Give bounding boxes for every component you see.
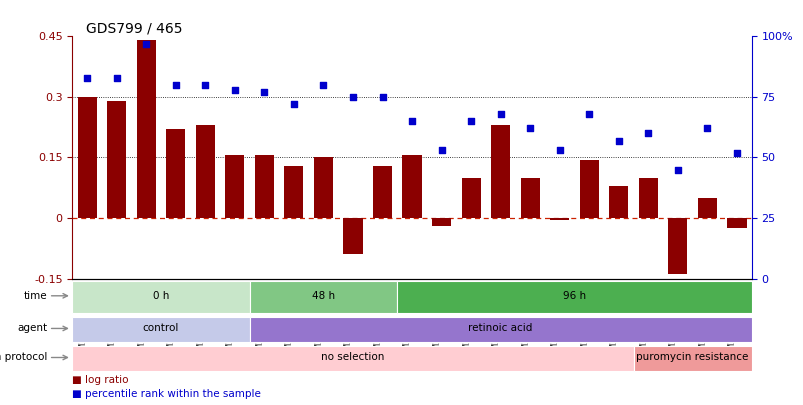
Text: GSM26008: GSM26008: [196, 318, 205, 359]
Text: no selection: no selection: [321, 352, 384, 362]
Text: 96 h: 96 h: [562, 291, 585, 301]
Bar: [667, 218, 687, 275]
Text: ■ log ratio: ■ log ratio: [72, 375, 128, 385]
Text: GSM26014: GSM26014: [373, 318, 382, 359]
Point: [228, 87, 241, 93]
Bar: [72, 281, 249, 313]
Point: [376, 94, 389, 100]
Text: GSM26023: GSM26023: [638, 318, 647, 359]
Point: [434, 147, 447, 153]
Point: [110, 75, 123, 81]
Bar: [225, 156, 244, 218]
Bar: [343, 218, 362, 254]
Bar: [638, 178, 657, 218]
Point: [169, 82, 182, 88]
Text: GSM26018: GSM26018: [491, 318, 500, 358]
Point: [494, 111, 507, 117]
Point: [80, 75, 93, 81]
Bar: [77, 97, 96, 218]
Text: ■ percentile rank within the sample: ■ percentile rank within the sample: [72, 389, 261, 399]
Bar: [397, 281, 751, 313]
Point: [287, 101, 300, 107]
Text: GSM25979: GSM25979: [108, 318, 116, 359]
Text: GSM26017: GSM26017: [462, 318, 471, 359]
Bar: [727, 218, 746, 228]
Point: [140, 40, 153, 47]
Bar: [373, 166, 392, 218]
Bar: [609, 186, 628, 218]
Text: 0 h: 0 h: [153, 291, 169, 301]
Bar: [72, 345, 633, 371]
Text: GSM26010: GSM26010: [255, 318, 264, 359]
Bar: [431, 218, 450, 226]
Bar: [402, 156, 421, 218]
Point: [582, 111, 595, 117]
Text: GSM26016: GSM26016: [432, 318, 441, 359]
Text: time: time: [23, 291, 47, 301]
Text: GSM26021: GSM26021: [580, 318, 589, 358]
Bar: [255, 156, 274, 218]
Text: GSM26007: GSM26007: [166, 318, 176, 359]
Text: GSM26015: GSM26015: [402, 318, 411, 359]
Text: GSM26019: GSM26019: [520, 318, 529, 359]
Point: [346, 94, 359, 100]
Bar: [137, 40, 156, 218]
Bar: [491, 125, 510, 218]
Point: [552, 147, 565, 153]
Bar: [195, 125, 214, 218]
Point: [730, 149, 743, 156]
Point: [198, 82, 211, 88]
Text: GSM26020: GSM26020: [550, 318, 559, 359]
Point: [671, 166, 683, 173]
Text: GSM25978: GSM25978: [78, 318, 87, 359]
Text: GSM26026: GSM26026: [727, 318, 736, 359]
Bar: [579, 160, 598, 218]
Text: GSM26009: GSM26009: [226, 318, 234, 359]
Text: GSM26013: GSM26013: [344, 318, 353, 359]
Text: GSM26024: GSM26024: [668, 318, 677, 359]
Point: [258, 89, 271, 95]
Bar: [284, 166, 303, 218]
Bar: [249, 281, 397, 313]
Text: GSM26006: GSM26006: [137, 318, 146, 359]
Text: puromycin resistance: puromycin resistance: [636, 352, 748, 362]
Point: [641, 130, 654, 136]
Point: [464, 118, 477, 124]
Bar: [313, 158, 332, 218]
Point: [405, 118, 418, 124]
Bar: [166, 129, 185, 218]
Point: [316, 82, 329, 88]
Point: [700, 125, 713, 132]
Text: growth protocol: growth protocol: [0, 352, 47, 362]
Bar: [72, 317, 249, 342]
Bar: [633, 345, 751, 371]
Text: GSM26022: GSM26022: [609, 318, 618, 358]
Bar: [249, 317, 751, 342]
Text: agent: agent: [17, 324, 47, 333]
Bar: [697, 198, 716, 218]
Point: [612, 137, 625, 144]
Bar: [549, 218, 569, 220]
Text: 48 h: 48 h: [312, 291, 335, 301]
Text: GSM26025: GSM26025: [698, 318, 707, 359]
Text: GDS799 / 465: GDS799 / 465: [86, 21, 182, 35]
Text: control: control: [143, 324, 179, 333]
Bar: [461, 178, 480, 218]
Text: GSM26011: GSM26011: [284, 318, 294, 358]
Bar: [107, 101, 126, 218]
Bar: [520, 178, 539, 218]
Text: GSM26012: GSM26012: [314, 318, 323, 358]
Point: [523, 125, 536, 132]
Text: retinoic acid: retinoic acid: [468, 324, 532, 333]
